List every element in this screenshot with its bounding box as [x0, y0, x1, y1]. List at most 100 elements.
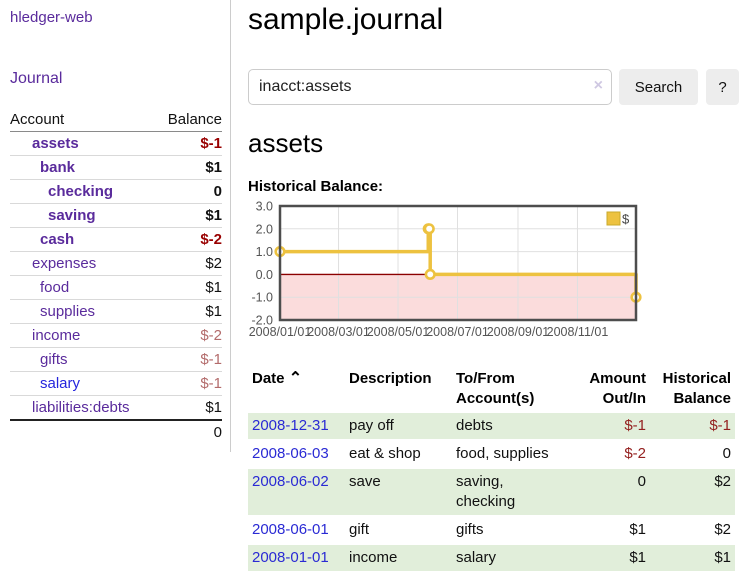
transaction-row: 2008-12-31 pay off debts $-1 $-1 — [248, 413, 735, 439]
account-row: checking 0 — [10, 179, 222, 204]
account-balance: $1 — [155, 395, 222, 420]
transaction-date-link[interactable]: 2008-06-03 — [252, 445, 329, 462]
account-balance: $1 — [155, 203, 222, 228]
chart-x-tick-label: 2008/03/01 — [307, 325, 370, 339]
account-heading: assets — [248, 128, 324, 158]
account-row: bank $1 — [10, 155, 222, 180]
account-link[interactable]: cash — [40, 231, 75, 248]
register-header-amount: Amount Out/In — [589, 370, 646, 407]
transaction-date-link[interactable]: 2008-06-02 — [252, 473, 329, 490]
chart-legend-swatch — [606, 211, 621, 226]
accounts-balance-table: Account Balance assets $-1 bank $1 checking 0… — [10, 108, 222, 444]
transaction-row: 2008-06-03 eat & shop food, supplies $-2 0 — [248, 441, 735, 467]
accounts-table-header-account: Account — [10, 108, 156, 132]
account-link[interactable]: saving — [48, 207, 96, 224]
account-link[interactable]: bank — [40, 159, 76, 176]
register-header-date[interactable]: Date ⌃ — [252, 370, 303, 387]
account-link[interactable]: salary — [40, 375, 81, 392]
clear-search-icon[interactable]: × — [593, 77, 603, 94]
chart-y-tick-label: -2.0 — [251, 314, 273, 328]
chart-data-point — [423, 223, 435, 235]
transaction-accounts: food, supplies — [456, 445, 549, 462]
account-row: food $1 — [10, 275, 222, 300]
help-button[interactable]: ? — [706, 69, 739, 105]
register-header-accounts: To/From Account(s) — [456, 370, 535, 407]
chart-y-tick-label: -1.0 — [251, 291, 273, 305]
account-row: liabilities:debts $1 — [10, 395, 222, 420]
chart-x-tick-label: 2008/11/01 — [547, 325, 609, 339]
accounts-table-header-balance: Balance — [155, 108, 222, 132]
account-link[interactable]: assets — [32, 135, 79, 152]
chart-data-point — [424, 268, 436, 280]
chart-x-tick-label: 2008/01/01 — [249, 325, 312, 339]
account-balance: $-2 — [155, 227, 222, 252]
transaction-accounts: debts — [452, 413, 570, 439]
sidebar: hledger-web Journal Account Balance asse… — [0, 0, 231, 452]
transaction-description: eat & shop — [349, 445, 421, 462]
register-header-balance: Historical Balance — [662, 370, 731, 407]
app-brand-link[interactable]: hledger-web — [10, 9, 93, 26]
chart-border — [278, 204, 638, 322]
account-link[interactable]: supplies — [40, 303, 96, 320]
transaction-accounts: gifts — [456, 521, 484, 538]
chart-x-tick-label: 2008/07/01 — [426, 325, 489, 339]
account-link[interactable]: income — [32, 327, 81, 344]
chart-y-tick-label: 2.0 — [256, 222, 273, 236]
account-link[interactable]: checking — [48, 183, 114, 200]
account-row: gifts $-1 — [10, 347, 222, 372]
account-balance: $-2 — [155, 323, 222, 348]
register-header-description: Description — [349, 370, 432, 387]
transaction-balance: $-1 — [650, 413, 735, 439]
transaction-amount: $1 — [629, 521, 646, 538]
transaction-accounts: saving, checking — [452, 469, 570, 515]
account-balance: 0 — [155, 179, 222, 204]
account-row: assets $-1 — [10, 132, 222, 156]
chart-title: Historical Balance: — [248, 178, 384, 195]
account-balance: $-1 — [155, 347, 222, 372]
transaction-date-link[interactable]: 2008-12-31 — [252, 417, 329, 434]
register-table: Date ⌃ Description To/From Account(s) Am… — [248, 365, 735, 573]
search-button[interactable]: Search — [619, 69, 698, 105]
transaction-balance: $2 — [714, 521, 731, 538]
transaction-description: gift — [349, 521, 370, 538]
account-balance: $1 — [155, 155, 222, 180]
transaction-description: pay off — [345, 413, 452, 439]
account-link[interactable]: food — [40, 279, 70, 296]
main-content: sample.journal × Search ? assets Histori… — [248, 0, 742, 573]
transaction-date-link[interactable]: 2008-06-01 — [252, 521, 329, 538]
transaction-date-link[interactable]: 2008-01-01 — [252, 549, 329, 566]
transaction-balance: $1 — [650, 545, 735, 571]
transaction-description: income — [345, 545, 452, 571]
account-balance: $-1 — [200, 135, 222, 152]
transaction-description: save — [345, 469, 452, 515]
transaction-row: 2008-01-01 income salary $1 $1 — [248, 545, 735, 571]
account-link[interactable]: liabilities:debts — [32, 399, 130, 416]
transaction-balance: $2 — [650, 469, 735, 515]
transaction-accounts: salary — [452, 545, 570, 571]
account-balance: $1 — [155, 299, 222, 324]
transaction-amount: $-2 — [624, 445, 646, 462]
accounts-total-row: 0 — [10, 419, 222, 444]
search-input[interactable] — [248, 69, 612, 105]
sidebar-item-journal[interactable]: Journal — [10, 70, 63, 87]
transaction-row: 2008-06-01 gift gifts $1 $2 — [248, 517, 735, 543]
chart-legend-label: $ — [622, 212, 630, 227]
transaction-amount: 0 — [570, 469, 650, 515]
chart-x-tick-label: 2008/05/01 — [367, 325, 430, 339]
chart-y-tick-label: 0.0 — [256, 268, 273, 282]
account-row: supplies $1 — [10, 299, 222, 324]
transaction-row: 2008-06-02 save saving, checking 0 $2 — [248, 469, 735, 515]
sort-ascending-icon: ⌃ — [288, 370, 303, 387]
transaction-amount: $-1 — [570, 413, 650, 439]
account-link[interactable]: expenses — [32, 255, 97, 272]
account-balance: $2 — [155, 251, 222, 276]
page-title: sample.journal — [248, 3, 444, 36]
accounts-total-value: 0 — [155, 419, 222, 444]
account-row: saving $1 — [10, 203, 222, 228]
account-balance: $1 — [155, 275, 222, 300]
transaction-balance: 0 — [722, 445, 731, 462]
account-row: salary $-1 — [10, 371, 222, 396]
chart-x-tick-label: 2008/09/01 — [487, 325, 550, 339]
historical-balance-chart: $3.0 2.0 1.0 0.0 -1.0 -2.0 2008/01/01 2008/03/0… — [248, 200, 742, 347]
account-link[interactable]: gifts — [40, 351, 68, 368]
